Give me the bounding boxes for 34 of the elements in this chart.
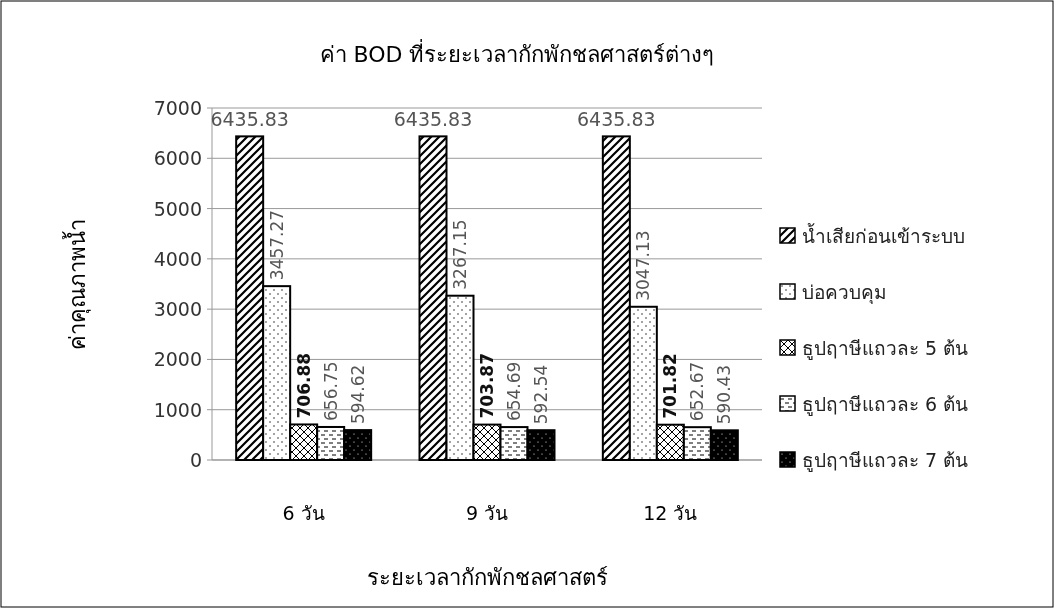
legend-label: บ่อควบคุม	[802, 281, 887, 305]
data-label: 592.54	[531, 364, 551, 425]
legend-label: น้ำเสียก่อนเข้าระบบ	[802, 223, 965, 247]
y-axis-title: ค่าคุณภาพน้ำ	[62, 218, 91, 350]
x-tick-label: 6 วัน	[282, 502, 325, 524]
y-tick-label: 2000	[153, 348, 202, 371]
data-label: 701.82	[660, 353, 681, 419]
data-label: 3047.13	[633, 230, 654, 301]
data-label: 6435.83	[393, 108, 473, 131]
data-label: 3267.15	[450, 219, 470, 290]
data-label: 656.75	[320, 361, 341, 421]
x-tick-label: 12 วัน	[643, 502, 698, 524]
x-axis-title: ระยะเวลากักพักชลศาสตร์	[366, 565, 608, 590]
y-tick-label: 4000	[153, 247, 202, 270]
y-tick-label: 0	[189, 449, 202, 471]
chart-title: ค่า BOD ที่ระยะเวลากักพักชลศาสตร์ต่างๆ	[319, 39, 715, 67]
y-tick-label: 1000	[153, 398, 202, 421]
data-label: 590.43	[714, 364, 735, 425]
legend-label: ธูปฤาษีแถวละ 5 ต้น	[802, 337, 969, 360]
data-label: 594.62	[347, 364, 368, 425]
data-label: 652.67	[687, 361, 708, 422]
data-label: 706.88	[293, 352, 314, 419]
y-tick-label: 3000	[153, 298, 202, 321]
data-label: 6435.83	[210, 108, 289, 131]
legend-label: ธูปฤาษีแถวละ 7 ต้น	[802, 449, 969, 472]
data-label: 654.69	[504, 361, 524, 422]
x-tick-label: 9 วัน	[465, 502, 509, 524]
data-label: 703.87	[477, 353, 497, 419]
y-tick-label: 5000	[153, 197, 202, 220]
data-label: 3457.27	[266, 209, 287, 281]
legend-label: ธูปฤาษีแถวละ 6 ต้น	[802, 393, 969, 416]
y-tick-label: 7000	[153, 97, 202, 119]
y-tick-label: 6000	[153, 147, 202, 170]
data-label: 6435.83	[577, 108, 656, 131]
